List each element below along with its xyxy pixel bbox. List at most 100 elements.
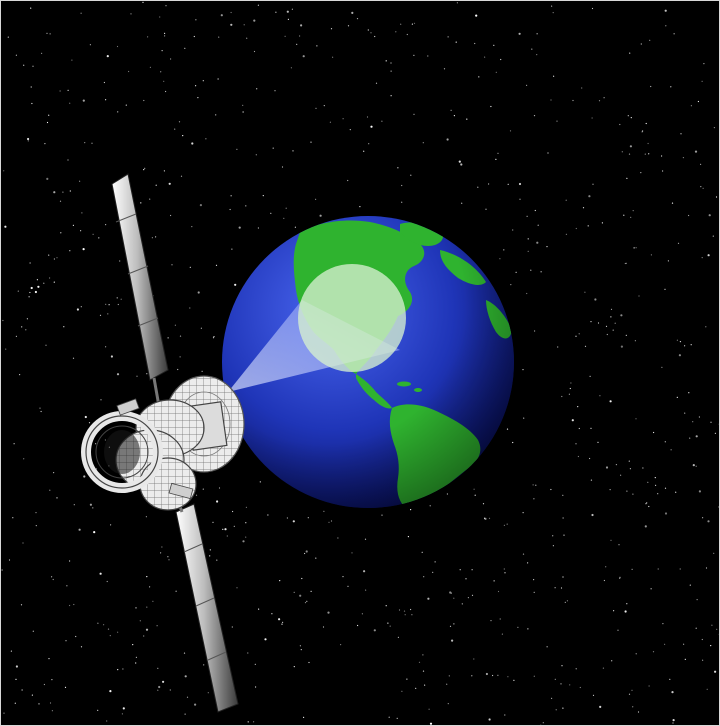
star (122, 668, 124, 670)
star (40, 410, 42, 413)
star (714, 432, 717, 434)
star (557, 346, 559, 348)
star (109, 635, 111, 637)
star (664, 441, 666, 443)
star (10, 650, 12, 652)
star (135, 607, 137, 609)
star (69, 560, 71, 562)
star (30, 86, 32, 88)
star (125, 104, 127, 106)
star (165, 90, 167, 93)
star (562, 576, 564, 578)
star (122, 707, 125, 710)
star (69, 102, 71, 104)
star (13, 443, 15, 445)
star (381, 514, 383, 516)
star (547, 152, 549, 154)
star (53, 191, 56, 194)
star (702, 517, 704, 519)
star (120, 298, 122, 300)
star (1, 569, 3, 571)
star (157, 689, 159, 691)
star (552, 12, 554, 14)
star (330, 28, 333, 30)
star (105, 346, 107, 348)
star (692, 421, 694, 423)
star (316, 45, 318, 47)
star (56, 497, 58, 499)
star (368, 143, 370, 145)
star (526, 292, 528, 295)
star (230, 11, 232, 14)
star (664, 643, 666, 645)
star (410, 174, 412, 176)
star (365, 589, 367, 591)
star (646, 502, 648, 504)
star (142, 1, 144, 3)
star (629, 145, 633, 148)
star (679, 568, 681, 570)
star (597, 322, 600, 324)
star (552, 545, 555, 547)
star (428, 708, 430, 710)
star (322, 626, 325, 628)
star (84, 415, 87, 419)
star (465, 578, 467, 580)
star (162, 680, 165, 683)
star (563, 534, 565, 536)
star (59, 90, 61, 92)
star (587, 225, 589, 227)
star (51, 710, 54, 712)
star (351, 11, 354, 14)
star (597, 441, 599, 443)
star (427, 55, 429, 57)
star (485, 208, 487, 210)
star (714, 670, 717, 673)
star (537, 224, 539, 226)
star (149, 586, 151, 588)
star (504, 572, 506, 574)
star (664, 512, 668, 515)
star (488, 183, 490, 185)
star (455, 41, 457, 43)
star (695, 627, 697, 629)
star (259, 481, 261, 483)
star (256, 88, 258, 90)
star (103, 81, 105, 84)
star (640, 43, 642, 45)
star (39, 407, 41, 409)
star (304, 602, 307, 604)
star (232, 510, 234, 513)
star (715, 196, 718, 198)
star (670, 86, 672, 88)
star (634, 340, 637, 342)
star (254, 663, 256, 666)
star (610, 539, 612, 541)
star (493, 44, 495, 46)
star (606, 333, 608, 336)
star (550, 99, 552, 101)
star (257, 227, 259, 229)
star (97, 622, 99, 624)
star (293, 666, 295, 668)
star (104, 439, 106, 441)
star (561, 665, 563, 667)
star (48, 114, 50, 116)
star (446, 493, 448, 495)
star (291, 8, 293, 10)
star (80, 646, 83, 648)
star (628, 693, 631, 695)
star (135, 656, 137, 659)
star (680, 133, 682, 135)
star (590, 479, 593, 481)
star (143, 169, 145, 171)
star (168, 182, 171, 185)
star (292, 520, 295, 523)
star (673, 33, 675, 35)
star (89, 503, 92, 506)
star (602, 667, 605, 669)
star (159, 16, 161, 18)
star (209, 555, 211, 557)
star (284, 35, 286, 37)
star (283, 217, 285, 219)
